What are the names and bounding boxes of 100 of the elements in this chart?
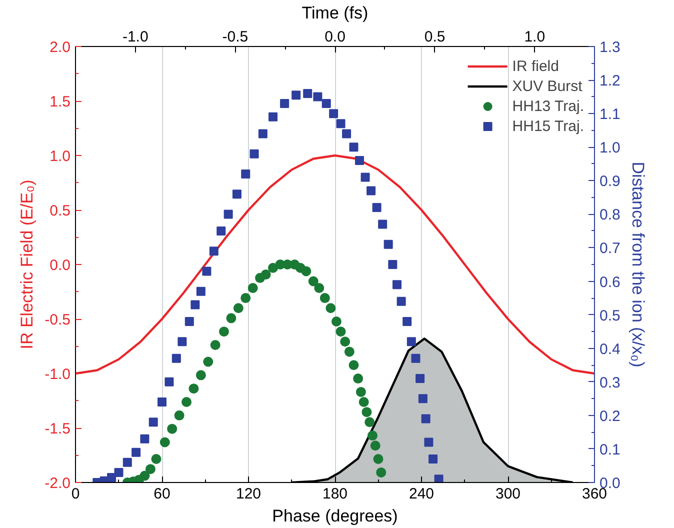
point: [388, 260, 398, 269]
point: [356, 386, 366, 397]
x2-tick-label: 1.0: [524, 28, 546, 46]
point: [209, 246, 218, 256]
point: [336, 326, 346, 337]
point: [140, 470, 150, 481]
point: [392, 280, 402, 290]
point: [313, 92, 322, 102]
point: [301, 266, 312, 276]
y2-tick-label: 0.4: [600, 340, 620, 358]
y2-tick-label: 0.7: [600, 240, 620, 258]
point: [174, 410, 184, 420]
y-tick-label: 1.0: [50, 148, 71, 165]
point: [342, 129, 352, 138]
point: [280, 99, 290, 108]
point: [329, 109, 338, 118]
point: [210, 340, 220, 350]
point: [241, 169, 250, 178]
point: [367, 430, 378, 441]
y-tick-label: 1.5: [50, 94, 71, 110]
point: [428, 454, 438, 464]
x-tick-label: 0: [71, 486, 80, 502]
point: [140, 434, 150, 444]
point: [353, 374, 364, 384]
point: [322, 99, 331, 108]
point: [349, 142, 358, 152]
point: [340, 336, 350, 347]
legend-label: HH13 Traj.: [512, 98, 584, 114]
point: [182, 397, 192, 407]
point: [258, 129, 268, 138]
point: [188, 384, 199, 394]
x2-tick-label: 0.0: [324, 28, 346, 46]
point: [202, 266, 212, 276]
point: [336, 119, 346, 128]
y-tick-label: -1.0: [44, 366, 71, 383]
y-tick-label: 2.0: [50, 39, 71, 56]
point: [268, 112, 278, 122]
point: [303, 88, 312, 98]
point: [107, 472, 116, 482]
point: [376, 467, 386, 478]
y-axis-title: IR Electric Field (E/E₀): [18, 180, 37, 350]
point: [160, 437, 170, 448]
x-tick-label: 300: [495, 486, 521, 502]
point: [378, 220, 388, 229]
point: [167, 424, 178, 434]
point: [358, 397, 369, 407]
x-tick-label: 60: [154, 486, 170, 502]
point: [190, 300, 200, 310]
point: [326, 303, 336, 314]
point: [402, 317, 412, 326]
point: [320, 293, 330, 304]
point: [216, 226, 226, 236]
point: [151, 454, 162, 464]
point: [418, 394, 428, 404]
x-tick-label: 120: [236, 486, 262, 502]
point: [196, 370, 206, 380]
point: [250, 149, 259, 158]
point: [348, 360, 359, 370]
point: [421, 414, 430, 424]
point: [344, 346, 354, 357]
y2-tick-label: 0.3: [600, 374, 620, 392]
x2-tick-label: -1.0: [122, 28, 148, 46]
point: [240, 293, 251, 304]
point: [292, 90, 301, 100]
point: [411, 354, 420, 363]
point: [308, 276, 318, 286]
x-tick-label: 240: [408, 486, 434, 502]
point: [331, 316, 342, 327]
point: [384, 240, 393, 249]
point: [114, 468, 124, 477]
point: [364, 417, 375, 428]
point: [416, 374, 425, 384]
point: [122, 458, 132, 467]
point: [260, 270, 271, 280]
y2-tick-label: 0.2: [600, 408, 620, 425]
point: [370, 440, 380, 451]
point: [366, 186, 376, 196]
x-tick-label: 180: [322, 486, 348, 502]
point: [178, 337, 187, 346]
point: [248, 282, 258, 293]
point: [396, 296, 406, 306]
point: [406, 337, 416, 346]
legend-label: HH15 Traj.: [512, 118, 584, 134]
point: [362, 407, 372, 418]
y2-tick-label: 1.3: [600, 39, 620, 56]
y2-tick-label: 1.1: [600, 106, 620, 124]
y-tick-label: 0.5: [50, 202, 71, 220]
point: [172, 354, 181, 363]
y-tick-label: -1.5: [44, 420, 71, 438]
point: [226, 313, 236, 324]
point: [158, 398, 166, 407]
point: [268, 262, 278, 273]
point: [164, 377, 174, 386]
x2-tick-label: -0.5: [222, 28, 248, 46]
point: [233, 303, 244, 314]
y2-tick-label: 0.8: [600, 206, 620, 224]
point: [132, 448, 141, 457]
legend-label: XUV Burst: [512, 78, 582, 94]
point: [148, 418, 158, 427]
point: [224, 210, 233, 219]
